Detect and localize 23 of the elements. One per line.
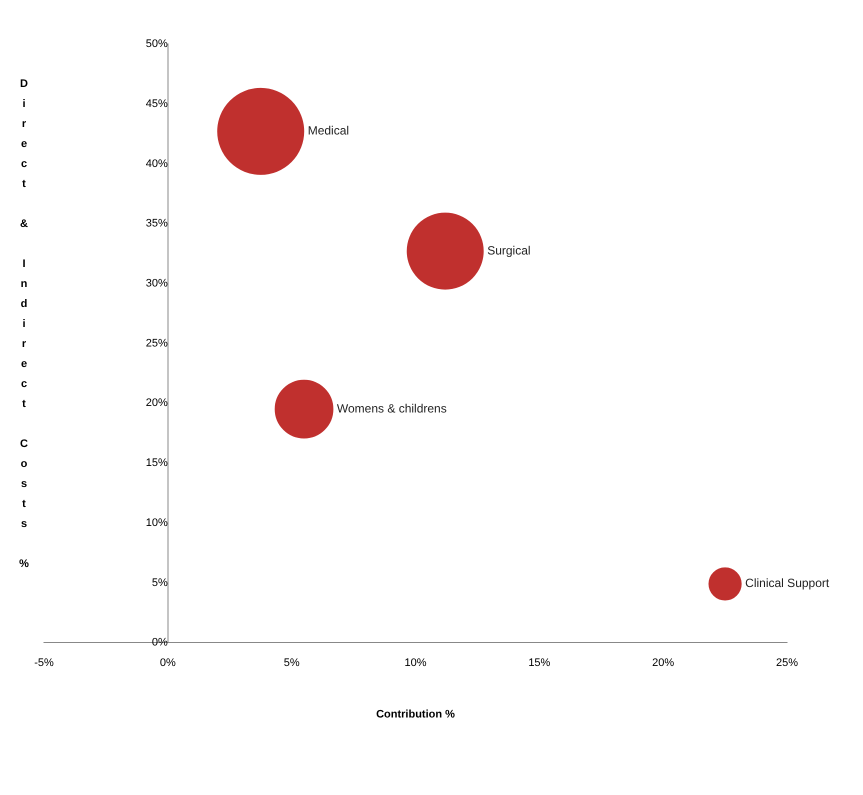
x-axis-title: Contribution % <box>376 708 456 720</box>
series-label: Medical <box>308 124 350 138</box>
x-tick-label: 5% <box>284 657 300 670</box>
y-tick-label: 30% <box>146 277 168 290</box>
y-tick-label: 50% <box>146 38 168 50</box>
y-tick-label: 15% <box>146 457 168 470</box>
y-tick-label: 0% <box>152 636 168 649</box>
y-tick-label: 10% <box>146 516 168 529</box>
y-tick-label: 45% <box>146 98 168 110</box>
x-tick-label: -5% <box>34 657 54 670</box>
x-tick-label: 20% <box>652 657 674 670</box>
y-tick-label: 25% <box>146 337 168 350</box>
y-axis-title: Direct & Indirect Costs % <box>17 78 31 578</box>
x-tick-label: 25% <box>776 657 798 670</box>
y-tick-label: 40% <box>146 158 168 170</box>
y-tick-label: 5% <box>152 576 168 589</box>
x-tick-label: 10% <box>404 657 427 670</box>
series-label: Clinical Support <box>745 576 830 590</box>
series-label: Surgical <box>487 243 531 258</box>
y-tick-label: 35% <box>146 218 168 230</box>
x-tick-label: 15% <box>528 657 551 670</box>
series-label: Womens & childrens <box>336 401 447 416</box>
y-tick-label: 20% <box>146 397 168 410</box>
